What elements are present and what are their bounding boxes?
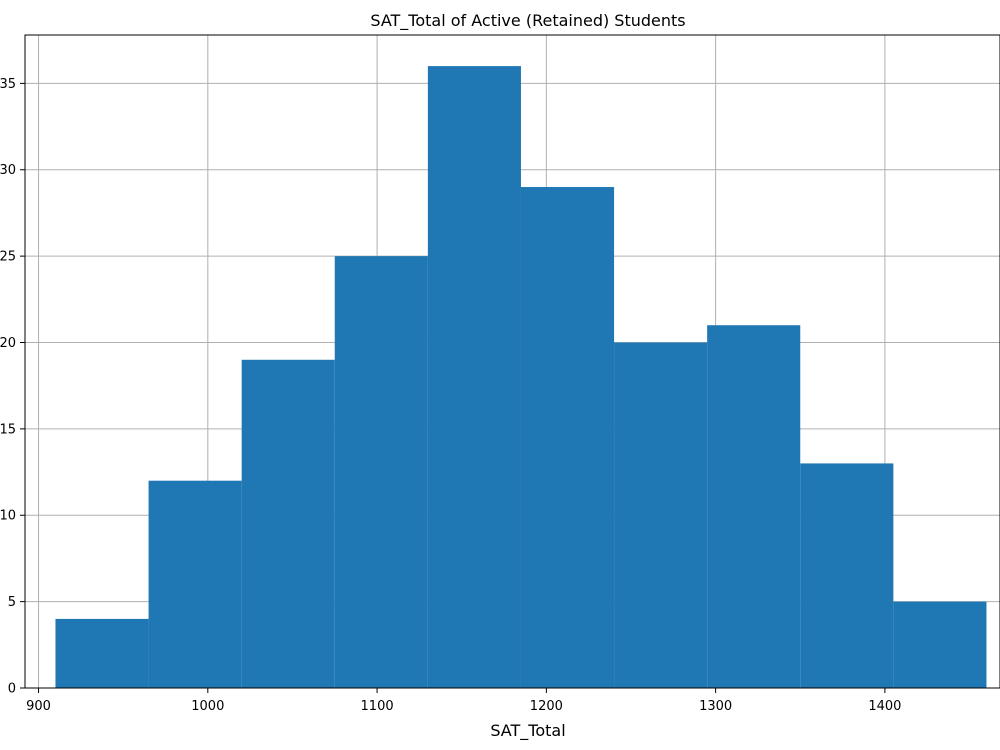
histogram-bar [614,342,708,688]
x-axis-label: SAT_Total [490,721,565,741]
x-tick-label: 1100 [361,699,394,714]
histogram-bar [893,601,987,688]
histogram-bar [707,325,801,688]
y-tick-label: 15 [0,422,16,437]
histogram-bar [520,187,615,688]
y-axis-ticks: 0 5 10 15 20 25 30 35 [0,77,25,697]
x-tick-label: 1300 [699,699,732,714]
histogram-bar [334,256,428,688]
plot-frame [24,34,1000,689]
chart-title: SAT_Total of Active (Retained) Students [370,11,685,31]
y-tick-label: 20 [0,336,16,351]
histogram-bar [800,463,894,688]
histogram-bar [241,359,335,688]
histogram-bar [427,66,521,689]
x-tick-label: 1400 [868,699,901,714]
y-tick-label: 5 [8,595,16,610]
x-tick-label: 900 [26,699,51,714]
y-tick-label: 0 [8,682,16,697]
x-tick-label: 1200 [530,699,563,714]
y-tick-label: 25 [0,250,16,265]
x-axis-ticks: 900 1000 1100 1200 1300 1400 [26,688,901,714]
y-tick-label: 35 [0,77,16,92]
x-tick-label: 1000 [191,699,224,714]
y-tick-label: 10 [0,509,16,524]
histogram-bars [55,66,987,689]
y-tick-label: 30 [0,163,16,178]
histogram-bar [148,480,242,688]
histogram-bar [55,618,149,688]
